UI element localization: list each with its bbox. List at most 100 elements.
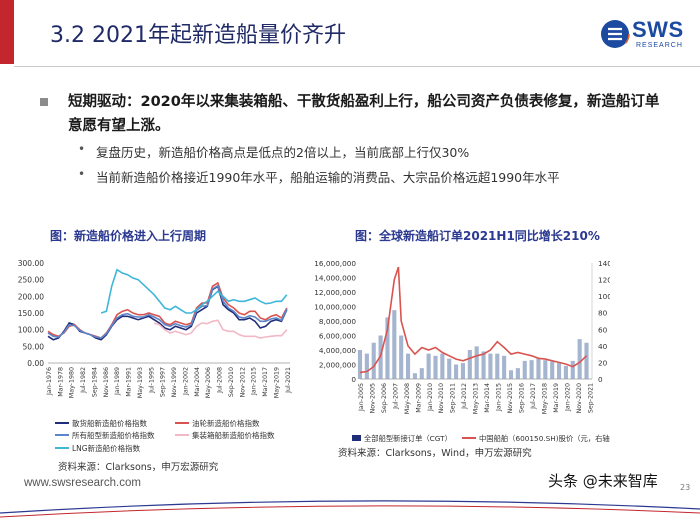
y2-tick-label: 60 bbox=[598, 325, 608, 334]
order-bar bbox=[536, 358, 541, 379]
title-bar: 3.2 2021年起新造船量价齐升 bbox=[0, 0, 700, 64]
y2-tick-label: 140 bbox=[598, 259, 610, 268]
x-tick-label: Jul-1982 bbox=[80, 367, 87, 394]
legend-swatch bbox=[352, 435, 361, 441]
footer-url[interactable]: www.swsresearch.com bbox=[24, 477, 141, 489]
legend-label: 中国船舶（600150.SH)股价（元，右轴） bbox=[479, 434, 610, 443]
bullet-dot-icon: • bbox=[78, 167, 86, 181]
x-tick-label: Sep-1997 bbox=[160, 367, 167, 397]
series-line bbox=[47, 281, 288, 339]
y-tick-label: 16,000,000 bbox=[314, 259, 356, 268]
x-tick-label: Sep-2010 bbox=[228, 367, 235, 397]
x-tick-label: Mar-1978 bbox=[57, 367, 64, 397]
x-tick-label: Mar-2009 bbox=[415, 383, 422, 413]
x-tick-label: May-2013 bbox=[473, 383, 480, 414]
y2-tick-label: 100 bbox=[598, 292, 610, 301]
logo-icon bbox=[600, 19, 630, 49]
order-bar bbox=[447, 358, 452, 379]
x-tick-label: Mar-1991 bbox=[126, 367, 133, 397]
y-tick-label: 14,000,000 bbox=[314, 274, 356, 283]
x-tick-label: May-2006 bbox=[205, 367, 212, 398]
y2-tick-label: 40 bbox=[598, 342, 608, 351]
x-tick-label: Nov-2005 bbox=[369, 383, 376, 413]
x-tick-label: Jan-1976 bbox=[46, 367, 53, 396]
y-tick-label: 4,000,000 bbox=[319, 346, 356, 355]
x-tick-label: Jan-2010 bbox=[427, 383, 434, 412]
legend-label: LNG新造船价格指数 bbox=[72, 443, 141, 453]
order-bar bbox=[522, 360, 527, 379]
order-bar bbox=[495, 353, 500, 379]
order-bar bbox=[357, 350, 363, 379]
y-tick-label: 100.00 bbox=[18, 326, 44, 335]
left-chart-title: 图：新造船价格进入上行周期 bbox=[50, 229, 207, 243]
bullet-dot-icon: • bbox=[78, 142, 86, 156]
x-tick-label: Sep-2021 bbox=[587, 383, 594, 413]
order-bar bbox=[584, 342, 589, 379]
order-bar bbox=[570, 360, 575, 379]
x-tick-label: Jan-2002 bbox=[182, 367, 189, 396]
logo-subtext: RESEARCH bbox=[636, 42, 683, 49]
x-tick-label: Mar-2019 bbox=[553, 383, 560, 413]
order-bar bbox=[412, 373, 417, 379]
right-chart: 16,000,000 14,000,000 12,000,000 10,000,000… bbox=[314, 259, 610, 443]
order-bar bbox=[563, 365, 568, 379]
series-line bbox=[153, 319, 288, 339]
order-bar bbox=[481, 351, 486, 379]
legend-label: 全部船型新接订单（CGT） bbox=[364, 434, 452, 443]
x-tick-label: Sep-2016 bbox=[518, 383, 525, 413]
bullet-text: 复盘历史，新造船价格高点是低点的2倍以上，当前底部上行仅30% bbox=[96, 145, 470, 160]
x-tick-label: Nov-2015 bbox=[507, 383, 514, 413]
y2-tick-label: 20 bbox=[598, 358, 608, 367]
legend-label: 散货船新造船价格指数 bbox=[72, 418, 147, 428]
y2-tick-label: 80 bbox=[598, 309, 608, 318]
order-bar bbox=[529, 360, 534, 379]
y-tick-label: 12,000,000 bbox=[314, 288, 356, 297]
x-tick-label: Jul-2007 bbox=[392, 383, 399, 410]
watermark: 头条 @未来智库 bbox=[548, 472, 658, 490]
x-tick-label: Jan-2005 bbox=[358, 383, 365, 412]
x-tick-label: May-2008 bbox=[404, 383, 411, 414]
y-tick-label: 50.00 bbox=[23, 342, 45, 351]
order-bar bbox=[405, 353, 411, 379]
right-chart-title: 图：全球新造船订单2021H1同比增长210% bbox=[355, 229, 600, 243]
order-bar bbox=[577, 339, 582, 379]
left-source: 资料来源：Clarksons，申万宏源研究 bbox=[58, 462, 219, 473]
order-bar bbox=[399, 335, 404, 379]
x-tick-label: Jan-1989 bbox=[114, 367, 121, 396]
y-tick-label: 10,000,000 bbox=[314, 303, 356, 312]
x-tick-label: Mar-2004 bbox=[194, 367, 201, 397]
y-tick-label: 0.00 bbox=[27, 359, 44, 368]
y-tick-label: 300.00 bbox=[18, 259, 44, 268]
sws-logo: SWS RESEARCH bbox=[600, 17, 690, 53]
order-bar bbox=[426, 353, 431, 379]
y2-tick-label: 120 bbox=[598, 276, 610, 285]
y2-tick-label: 0 bbox=[598, 375, 603, 384]
y-tick-label: 200.00 bbox=[18, 292, 44, 301]
legend-label: 集装箱船新造船价格指数 bbox=[192, 430, 275, 440]
x-tick-label: Jul-2017 bbox=[530, 383, 537, 410]
y-tick-label: 8,000,000 bbox=[319, 317, 356, 326]
series-line bbox=[47, 284, 288, 339]
y-tick-label: 6,000,000 bbox=[319, 332, 356, 341]
order-bar bbox=[515, 368, 520, 379]
bullet-text: 当前新造船价格接近1990年水平，船舶运输的消费品、大宗品价格远超1990年水平 bbox=[96, 170, 560, 185]
right-source: 资料来源：Clarksons，Wind，申万宏源研究 bbox=[338, 448, 532, 459]
title-accent bbox=[0, 0, 14, 64]
order-bar bbox=[433, 355, 438, 379]
order-bar bbox=[556, 363, 562, 379]
logo-word: SWS bbox=[632, 17, 684, 42]
order-bar bbox=[467, 350, 472, 379]
page-number: 23 bbox=[680, 483, 691, 492]
x-tick-label: Mar-2017 bbox=[262, 367, 269, 397]
legend-label: 油轮新造船价格指数 bbox=[192, 418, 260, 428]
x-tick-label: Sep-1984 bbox=[91, 367, 98, 397]
x-tick-label: Jul-2021 bbox=[285, 367, 292, 394]
price-line bbox=[359, 266, 588, 374]
title-divider bbox=[14, 66, 700, 67]
x-tick-label: Sep-2011 bbox=[450, 383, 457, 413]
order-bar bbox=[488, 353, 493, 379]
x-tick-label: Jul-2008 bbox=[217, 367, 224, 394]
x-tick-label: Nov-1999 bbox=[171, 367, 178, 397]
x-tick-label: Nov-2020 bbox=[576, 383, 583, 413]
footer-decoration bbox=[0, 500, 700, 518]
